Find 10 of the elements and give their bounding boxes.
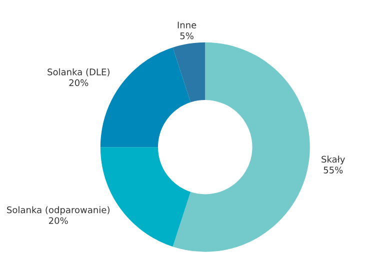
slice-label: Solanka (DLE): [48, 68, 110, 76]
data-label: 55%: [324, 166, 343, 174]
data-label: 20%: [69, 79, 88, 86]
donut-slice: [172, 42, 206, 102]
slice-label: Solanka (odparowanie): [7, 206, 110, 215]
donut-slice: [172, 42, 310, 252]
slice-label: Skały: [322, 156, 345, 164]
slice-label: Inne: [178, 22, 196, 28]
data-label: 20%: [48, 217, 68, 224]
data-label: 5%: [180, 32, 194, 40]
